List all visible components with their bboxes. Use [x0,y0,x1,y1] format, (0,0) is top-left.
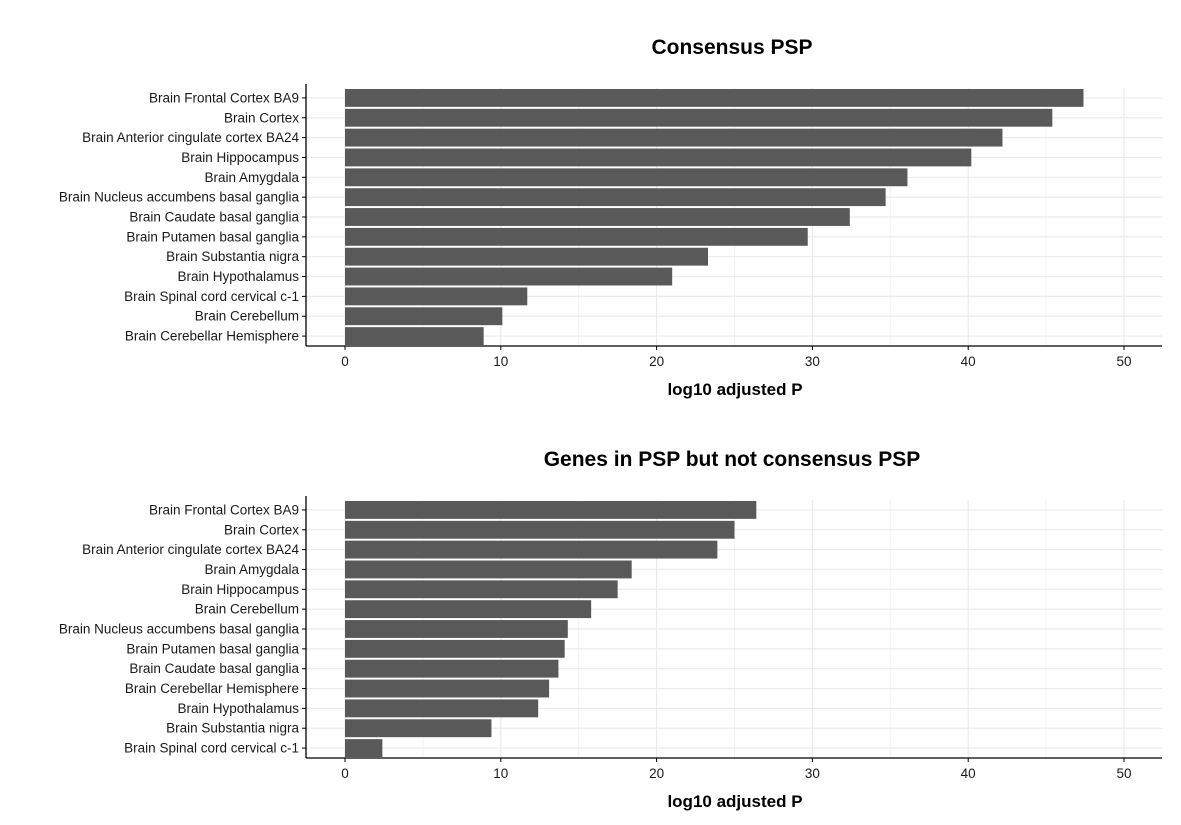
bar [345,208,850,226]
x-tick-label: 50 [1116,354,1131,369]
y-tick-label: Brain Putamen basal ganglia [126,229,299,244]
x-tick-label: 40 [961,354,976,369]
y-tick-label: Brain Hypothalamus [177,701,299,716]
bar [345,739,383,758]
y-tick-label: Brain Caudate basal ganglia [129,661,299,676]
bar [345,600,592,619]
bar [345,560,632,579]
x-tick-label: 30 [805,766,820,781]
chart-panel-genes-not-consensus: Brain Frontal Cortex BA9 Brain Cortex Brai… [59,448,1162,811]
bar [345,307,503,326]
y-tick-label: Brain Spinal cord cervical c-1 [124,741,299,756]
y-tick-label: Brain Spinal cord cervical c-1 [124,289,299,304]
x-axis-title: log10 adjusted P [667,792,802,811]
bar [345,679,550,698]
y-tick-label: Brain Cerebellar Hemisphere [125,329,299,344]
y-tick-label: Brain Hippocampus [181,582,299,597]
y-tick-label: Brain Nucleus accumbens basal ganglia [59,622,300,637]
x-tick-label: 10 [493,354,508,369]
y-tick-label: Brain Cerebellum [195,602,299,617]
y-tick-label: Brain Amygdala [204,170,299,185]
bar [345,247,709,266]
bar [345,287,528,306]
chart-title: Genes in PSP but not consensus PSP [544,448,921,471]
y-tick-label: Brain Substantia nigra [166,721,299,736]
bar [345,719,492,738]
bar [345,327,484,346]
y-tick-label: Brain Anterior cingulate cortex BA24 [82,542,299,557]
x-tick-label: 40 [961,766,976,781]
y-tick-label: Brain Caudate basal ganglia [129,210,299,225]
bar [345,227,808,246]
x-tick-label: 20 [649,354,664,369]
y-tick-label: Brain Hippocampus [181,150,299,165]
bar [345,620,568,638]
bar [345,148,972,167]
y-tick-label: Brain Cerebellar Hemisphere [125,681,299,696]
y-tick-label: Brain Cortex [224,110,299,125]
bar [345,540,718,559]
y-tick-label: Brain Hypothalamus [177,269,299,284]
x-tick-label: 50 [1116,766,1131,781]
bar [345,168,908,187]
bar [345,108,1053,127]
y-tick-label: Brain Nucleus accumbens basal ganglia [59,190,300,205]
x-tick-label: 20 [649,766,664,781]
y-tick-label: Brain Anterior cingulate cortex BA24 [82,130,299,145]
chart-panel-consensus-psp: Brain Frontal Cortex BA9 Brain Cortex Brai… [59,36,1162,399]
y-tick-label: Brain Cortex [224,522,299,537]
bar [345,128,1003,147]
x-tick-label: 30 [805,354,820,369]
y-tick-label: Brain Frontal Cortex BA9 [149,90,299,105]
bar [345,88,1084,107]
chart-title: Consensus PSP [651,36,812,59]
bar [345,580,618,599]
x-axis-title: log10 adjusted P [667,380,802,399]
bar [345,699,539,718]
bar [345,659,559,678]
x-tick-label: 0 [341,354,349,369]
y-tick-label: Brain Putamen basal ganglia [126,641,299,656]
y-tick-label: Brain Cerebellum [195,309,299,324]
bar [345,500,757,519]
bar [345,267,673,286]
bar [345,520,735,539]
x-tick-label: 10 [493,766,508,781]
bar [345,188,886,207]
y-tick-label: Brain Substantia nigra [166,249,299,264]
x-tick-label: 0 [341,766,349,781]
y-tick-label: Brain Frontal Cortex BA9 [149,502,299,517]
y-tick-label: Brain Amygdala [204,562,299,577]
bar [345,639,565,658]
